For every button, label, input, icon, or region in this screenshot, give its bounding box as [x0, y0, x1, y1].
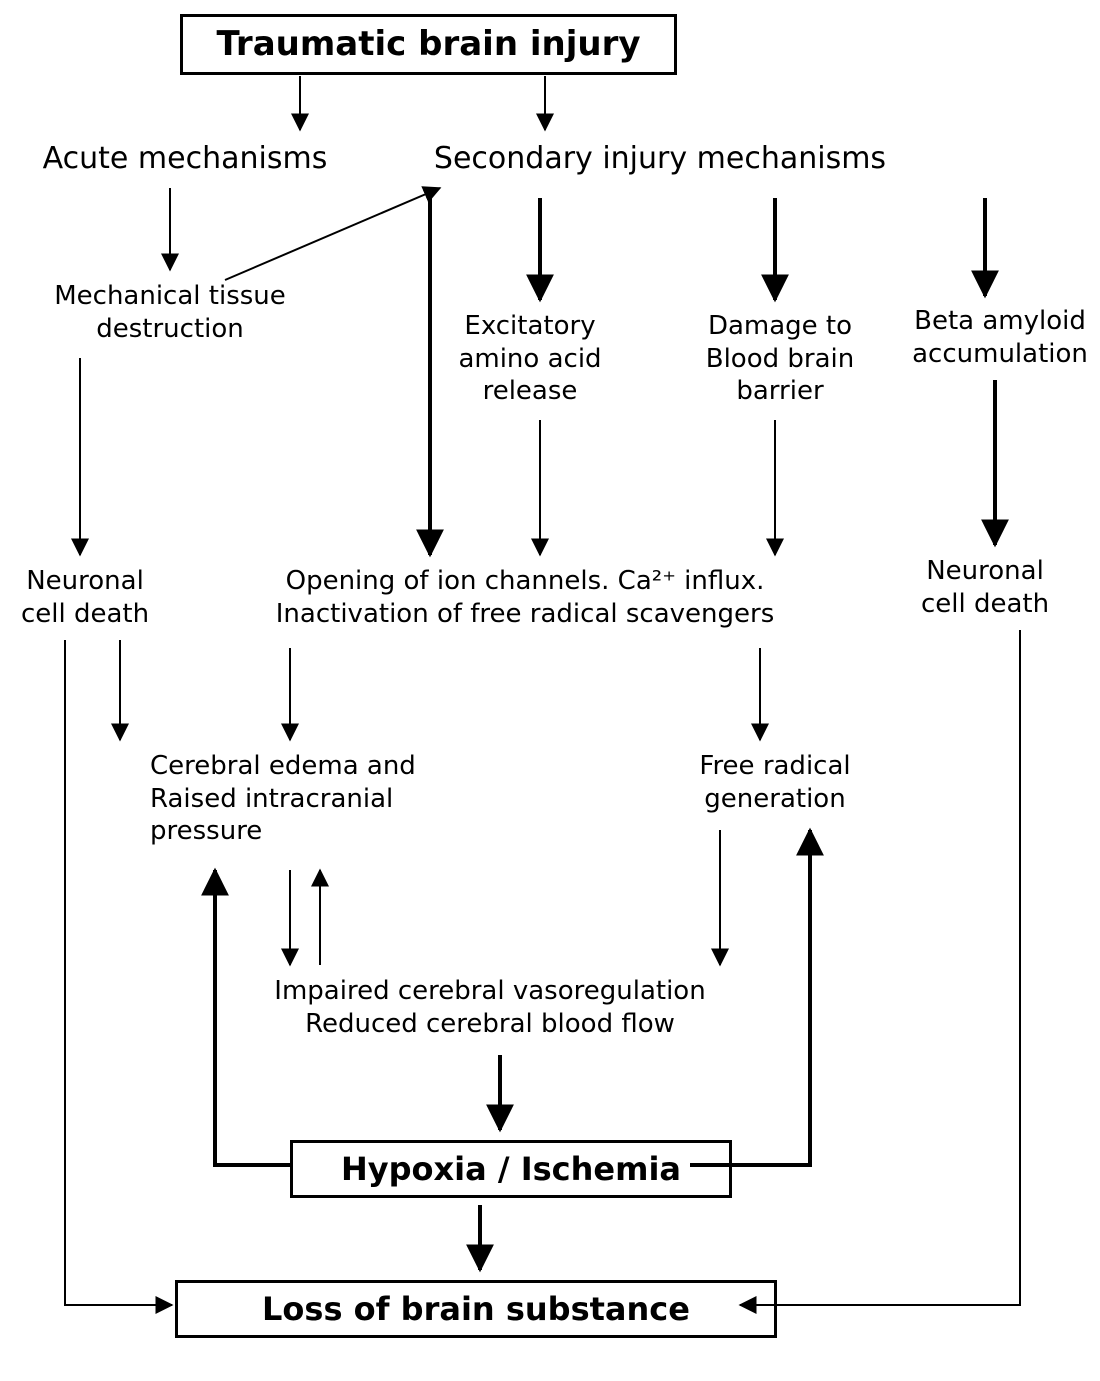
- node-vasoregulation: Impaired cerebral vasoregulation Reduced…: [240, 975, 740, 1040]
- node-cerebral-edema: Cerebral edema and Raised intracranial p…: [150, 750, 450, 848]
- node-bbb: Damage to Blood brain barrier: [680, 310, 880, 408]
- edge-mech-secondary: [225, 188, 440, 280]
- node-free-radicals: Free radical generation: [670, 750, 880, 815]
- node-mechanical-destruction: Mechanical tissue destruction: [40, 280, 300, 345]
- node-acute: Acute mechanisms: [5, 140, 365, 178]
- node-neuronal-cell-death-left: Neuronal cell death: [0, 565, 170, 630]
- diagram-canvas: Traumatic brain injury Acute mechanisms …: [0, 0, 1100, 1381]
- node-neuronal-cell-death-right: Neuronal cell death: [900, 555, 1070, 620]
- node-loss: Loss of brain substance: [175, 1280, 777, 1338]
- node-secondary: Secondary injury mechanisms: [380, 140, 940, 178]
- edge-ncdright-loss: [740, 630, 1020, 1305]
- node-beta-amyloid: Beta amyloid accumulation: [895, 305, 1100, 370]
- node-excitatory-amino-acid: Excitatory amino acid release: [435, 310, 625, 408]
- node-tbi: Traumatic brain injury: [180, 14, 677, 75]
- node-ion-channels: Opening of ion channels. Ca²⁺ influx. In…: [245, 565, 805, 630]
- edge-ncdleft-loss: [65, 640, 172, 1305]
- node-hypoxia: Hypoxia / Ischemia: [290, 1140, 732, 1198]
